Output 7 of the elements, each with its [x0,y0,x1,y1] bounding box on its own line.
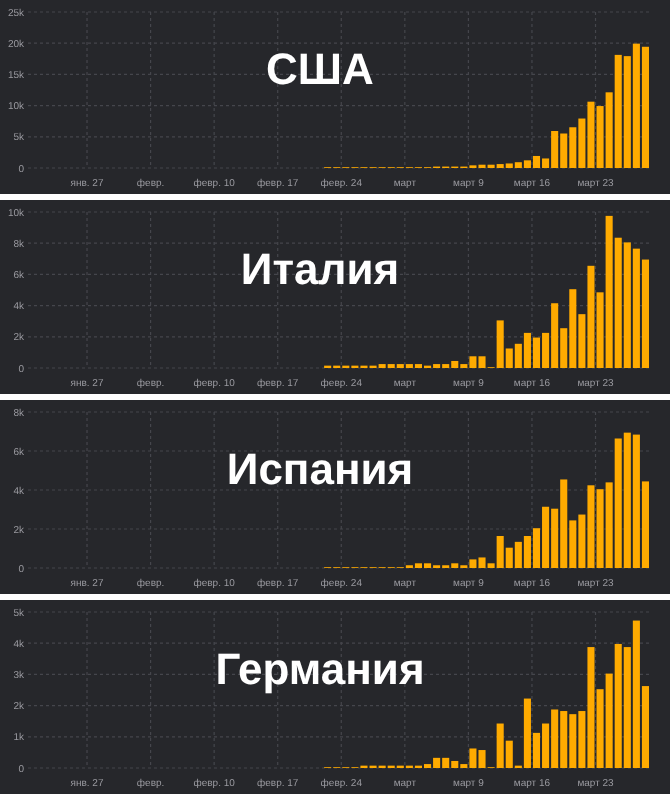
text: Италия [240,244,400,294]
text: США [266,44,375,94]
bar [532,337,541,368]
bar [532,155,541,168]
text: Испания [226,444,414,494]
bar [641,46,649,168]
text: Германия [215,644,425,694]
